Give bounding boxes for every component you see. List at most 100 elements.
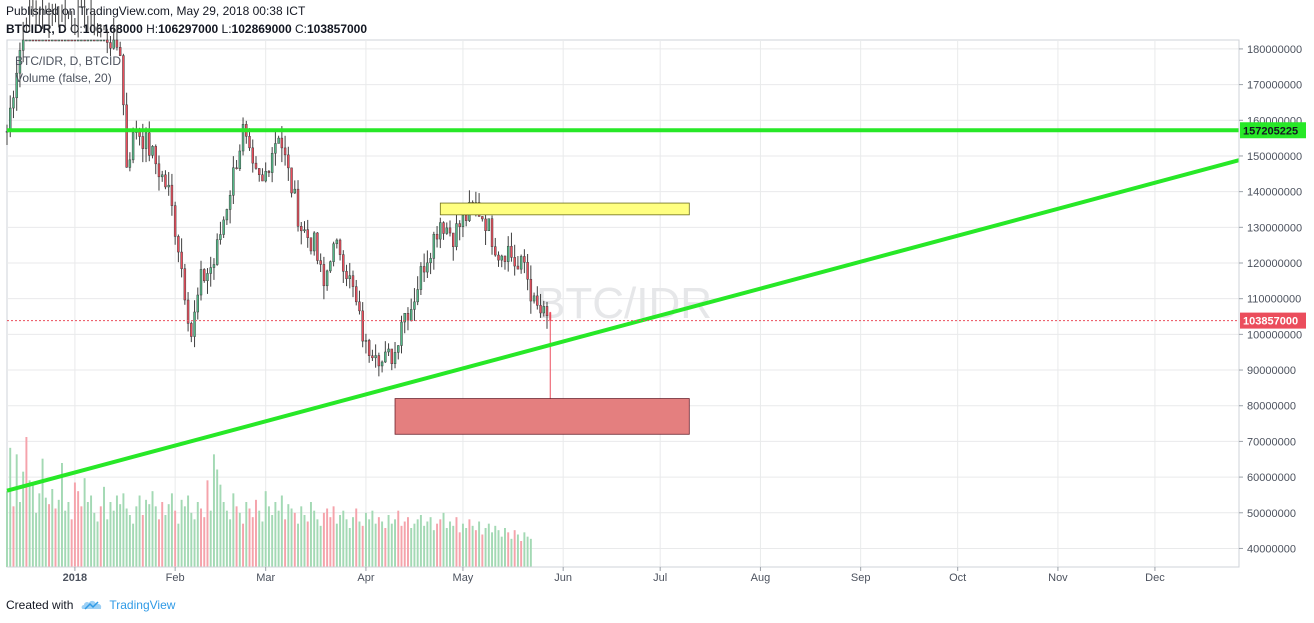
candle[interactable] xyxy=(322,256,326,300)
candle[interactable] xyxy=(63,0,67,42)
candle[interactable] xyxy=(41,0,44,42)
candle[interactable] xyxy=(490,215,494,255)
candle-last[interactable] xyxy=(549,311,552,404)
candle[interactable] xyxy=(34,0,38,42)
candle[interactable] xyxy=(397,345,400,360)
candle[interactable] xyxy=(513,244,516,276)
candle[interactable] xyxy=(251,139,254,173)
candle[interactable] xyxy=(196,287,200,320)
candle[interactable] xyxy=(164,170,167,190)
candle[interactable] xyxy=(500,254,503,268)
candle[interactable] xyxy=(506,236,510,272)
candle[interactable] xyxy=(545,301,549,329)
candle[interactable] xyxy=(393,342,397,369)
candle[interactable] xyxy=(18,42,22,88)
candle[interactable] xyxy=(290,167,293,198)
candle[interactable] xyxy=(15,61,18,111)
candle[interactable] xyxy=(67,11,70,42)
target-zone[interactable] xyxy=(394,398,690,435)
candle[interactable] xyxy=(390,348,394,371)
candle[interactable] xyxy=(300,221,303,245)
candle[interactable] xyxy=(183,263,187,305)
candle[interactable] xyxy=(484,214,487,245)
candle[interactable] xyxy=(293,180,297,194)
candle[interactable] xyxy=(190,321,193,343)
candle[interactable] xyxy=(494,237,497,257)
candle[interactable] xyxy=(452,232,455,261)
candle[interactable] xyxy=(170,173,174,216)
candle[interactable] xyxy=(212,258,216,280)
candle[interactable] xyxy=(487,218,491,232)
candle[interactable] xyxy=(422,253,426,282)
candle[interactable] xyxy=(384,341,387,363)
candle[interactable] xyxy=(232,156,235,205)
candle[interactable] xyxy=(442,221,445,240)
candle[interactable] xyxy=(228,190,232,224)
drawings[interactable] xyxy=(6,128,1240,493)
candle[interactable] xyxy=(435,226,439,248)
candle[interactable] xyxy=(238,144,242,171)
candle[interactable] xyxy=(131,127,135,164)
candle[interactable] xyxy=(215,233,219,266)
candle[interactable] xyxy=(267,169,271,177)
candle[interactable] xyxy=(57,6,60,42)
candle[interactable] xyxy=(86,15,90,42)
candle[interactable] xyxy=(374,344,377,368)
candle[interactable] xyxy=(303,221,306,233)
candle[interactable] xyxy=(128,152,132,172)
resistance-zone[interactable] xyxy=(439,202,690,216)
candle[interactable] xyxy=(21,21,25,63)
candle[interactable] xyxy=(167,172,170,196)
candle[interactable] xyxy=(332,241,335,267)
candle[interactable] xyxy=(151,145,154,159)
candle[interactable] xyxy=(38,8,41,42)
candle[interactable] xyxy=(413,288,416,321)
candle[interactable] xyxy=(355,279,358,306)
candle[interactable] xyxy=(419,262,423,296)
candle[interactable] xyxy=(306,219,309,248)
candle[interactable] xyxy=(115,25,119,51)
candle[interactable] xyxy=(148,121,151,162)
candle[interactable] xyxy=(173,201,177,245)
candle[interactable] xyxy=(335,238,339,249)
candle[interactable] xyxy=(371,349,374,362)
candle[interactable] xyxy=(261,168,264,182)
candle[interactable] xyxy=(529,265,533,314)
candle[interactable] xyxy=(144,127,148,163)
candle[interactable] xyxy=(345,264,348,287)
candle[interactable] xyxy=(219,221,222,245)
candle[interactable] xyxy=(99,24,102,42)
candle[interactable] xyxy=(102,25,106,42)
price-chart[interactable]: BTC/IDR 40000000 50000000 60000000 70000000… xyxy=(0,0,1314,595)
candle[interactable] xyxy=(309,237,313,255)
candle[interactable] xyxy=(76,0,80,42)
candle[interactable] xyxy=(222,216,225,238)
candle[interactable] xyxy=(225,208,229,225)
candle[interactable] xyxy=(160,170,164,182)
candle[interactable] xyxy=(445,222,448,235)
zones[interactable] xyxy=(394,202,690,435)
candle[interactable] xyxy=(312,231,316,256)
candle[interactable] xyxy=(536,286,539,310)
candle[interactable] xyxy=(157,155,161,191)
candle[interactable] xyxy=(400,315,403,354)
candle[interactable] xyxy=(429,252,432,275)
candle[interactable] xyxy=(70,10,73,42)
candle[interactable] xyxy=(403,312,406,334)
candle[interactable] xyxy=(206,268,209,294)
candle[interactable] xyxy=(54,3,57,42)
candle[interactable] xyxy=(503,255,507,270)
candle[interactable] xyxy=(348,262,351,289)
candle[interactable] xyxy=(25,17,28,42)
candle[interactable] xyxy=(523,249,526,274)
candle[interactable] xyxy=(426,250,429,278)
candle[interactable] xyxy=(203,268,206,283)
candles[interactable] xyxy=(5,0,552,404)
candle[interactable] xyxy=(338,238,342,261)
candle[interactable] xyxy=(539,293,542,318)
tradingview-logo[interactable]: TradingView xyxy=(81,598,175,612)
candle[interactable] xyxy=(258,168,261,182)
candle[interactable] xyxy=(526,253,529,291)
candle[interactable] xyxy=(109,35,112,57)
candle[interactable] xyxy=(319,253,322,273)
